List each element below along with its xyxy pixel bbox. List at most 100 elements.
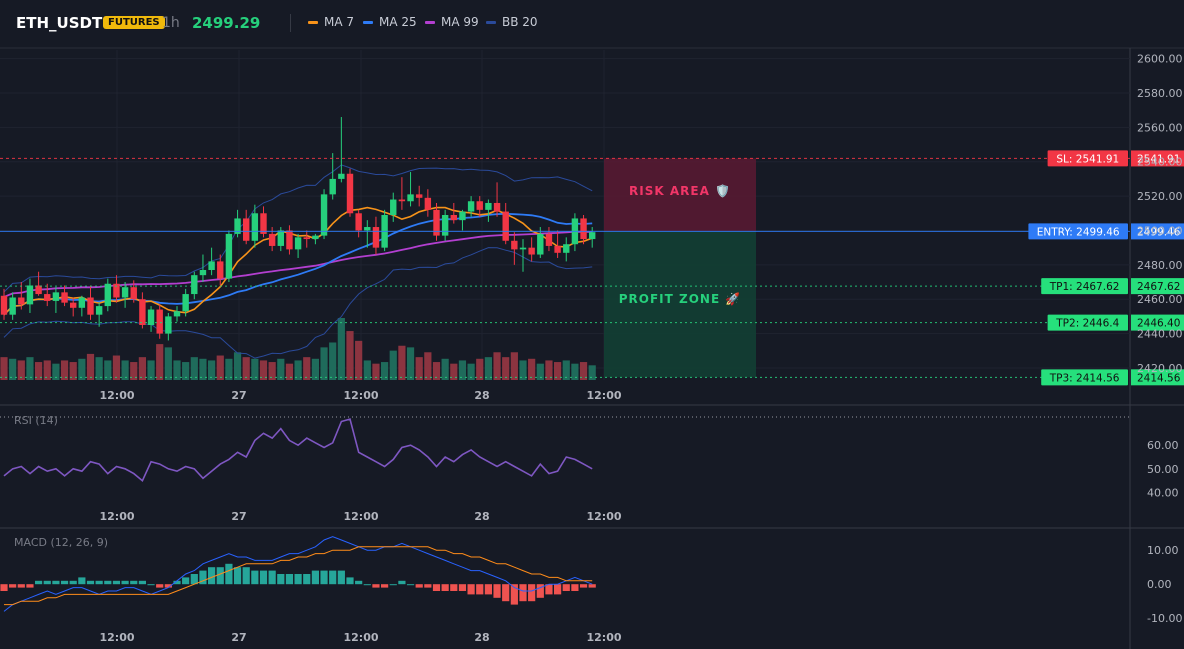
macd-histogram-bar — [571, 584, 579, 591]
legend-bb20[interactable]: BB 20 — [486, 15, 538, 29]
interval-selector[interactable]: 1h — [162, 15, 180, 31]
macd-histogram-bar — [78, 577, 86, 585]
macd-histogram-bar — [121, 580, 129, 585]
candle-body — [459, 211, 466, 221]
volume-bar — [95, 357, 103, 380]
volume-bar — [389, 350, 397, 380]
volume-bar — [355, 340, 363, 380]
volume-bar — [329, 342, 337, 380]
volume-bar — [199, 358, 207, 380]
volume-bar — [259, 360, 268, 380]
time-tick-label: 27 — [231, 510, 246, 523]
macd-histogram-bar — [164, 584, 172, 588]
macd-histogram-bar — [528, 584, 536, 602]
time-tick-label: 12:00 — [99, 510, 134, 523]
macd-histogram-bar — [86, 580, 95, 585]
volume-bar — [311, 358, 319, 380]
candle-body — [225, 233, 233, 279]
price-axis-tag-text-tp2: 2446.40 — [1137, 318, 1180, 330]
candle-body — [485, 202, 492, 210]
candle-body — [502, 211, 509, 241]
volume-bar — [69, 362, 77, 380]
price-tick-label: 2440.00 — [1137, 328, 1183, 341]
time-tick-label: 12:00 — [99, 389, 134, 402]
volume-bar — [182, 362, 190, 380]
volume-bar — [450, 363, 458, 380]
legend-ma7[interactable]: MA 7 — [308, 15, 354, 29]
time-tick-label: 28 — [474, 510, 489, 523]
macd-histogram-bar — [43, 580, 51, 585]
macd-histogram-bar — [26, 584, 34, 588]
price-line-tag-tp2 — [1047, 314, 1128, 331]
macd-histogram-bar — [398, 580, 406, 585]
volume-bar — [17, 360, 25, 380]
volume-bar — [26, 357, 34, 380]
volume-bar — [9, 358, 17, 380]
macd-histogram-bar — [0, 584, 8, 591]
macd-histogram-bar — [519, 584, 527, 602]
macd-histogram-bar — [329, 570, 337, 585]
candle-body — [467, 201, 475, 212]
price-line-tag-tp1 — [1041, 278, 1128, 295]
candle-body — [113, 283, 120, 298]
macd-title: MACD (12, 26, 9) — [14, 536, 108, 549]
macd-histogram-bar — [60, 580, 69, 585]
time-tick-label: 27 — [231, 631, 246, 644]
candle-body — [44, 294, 51, 301]
volume-bar — [233, 352, 242, 380]
macd-histogram-bar — [467, 584, 475, 595]
candle-body — [18, 297, 25, 305]
macd-histogram-bar — [536, 584, 544, 598]
macd-histogram-bar — [389, 584, 397, 586]
time-tick-label: 12:00 — [586, 631, 621, 644]
macd-histogram-bar — [147, 584, 155, 586]
candle-body — [493, 202, 501, 212]
macd-histogram-bar — [242, 567, 250, 585]
candle-body — [173, 311, 181, 317]
risk-area — [604, 158, 756, 232]
macd-histogram-bar — [95, 580, 103, 585]
macd-histogram-bar — [415, 584, 423, 588]
candle-body — [52, 292, 60, 301]
price-axis-tag-tp2 — [1131, 314, 1184, 331]
price-axis-tag-text-sl: 2541.91 — [1137, 153, 1180, 165]
macd-histogram-bar — [372, 584, 380, 588]
rsi-line — [3, 418, 593, 482]
volume-bar — [52, 363, 60, 380]
price-tick-label: 2520.00 — [1137, 190, 1183, 203]
time-tick-label: 12:00 — [343, 389, 378, 402]
candle-body — [199, 270, 207, 276]
macd-histogram-bar — [381, 584, 389, 588]
macd-histogram-bar — [216, 567, 224, 585]
candle-body — [217, 261, 224, 279]
candle-body — [9, 297, 16, 315]
time-tick-label: 12:00 — [343, 631, 378, 644]
rsi-tick-label: 40.00 — [1147, 487, 1179, 500]
symbol-name[interactable]: ETH_USDT — [16, 14, 103, 32]
macd-histogram-bar — [502, 584, 510, 602]
candle-body — [450, 215, 457, 221]
macd-tick-label: 0.00 — [1147, 578, 1172, 591]
legend-ma99[interactable]: MA 99 — [425, 15, 479, 29]
macd-tick-label: -10.00 — [1147, 612, 1182, 625]
candle-body — [519, 247, 527, 250]
macd-histogram-bar — [138, 580, 146, 585]
macd-histogram-bar — [17, 584, 25, 588]
volume-bar — [147, 360, 155, 380]
legend-ma25[interactable]: MA 25 — [363, 15, 417, 29]
volume-bar — [242, 357, 250, 380]
candle-body — [61, 292, 68, 303]
candle-body — [0, 295, 8, 315]
volume-bar — [121, 360, 129, 380]
time-tick-label: 12:00 — [586, 510, 621, 523]
last-price: 2499.29 — [192, 14, 261, 32]
candle-body — [234, 218, 241, 234]
volume-bar — [303, 357, 311, 380]
candle-body — [130, 287, 137, 300]
bb-upper-line — [3, 164, 593, 293]
volume-bar — [138, 357, 146, 380]
candle-body — [139, 299, 146, 325]
volume-bar — [467, 363, 475, 380]
volume-bar — [381, 362, 389, 380]
